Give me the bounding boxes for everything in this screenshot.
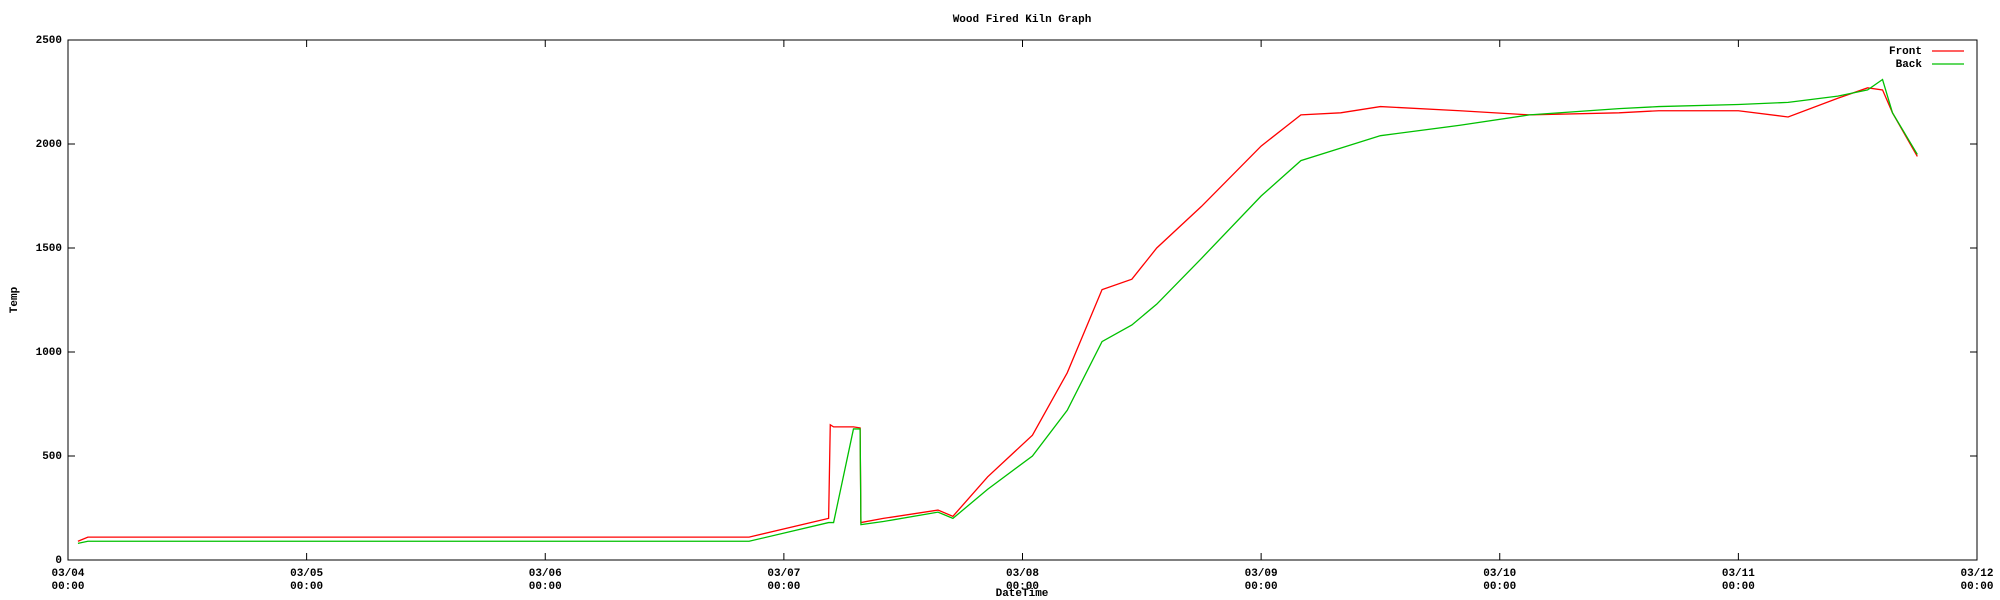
series-line xyxy=(77,78,1918,544)
legend-label: Front xyxy=(1889,46,1922,58)
x-tick-label: 03/07 00:00 xyxy=(767,568,800,593)
y-tick-label: 500 xyxy=(42,451,62,463)
y-tick-label: 2500 xyxy=(36,35,62,47)
y-tick-label: 0 xyxy=(55,555,62,567)
chart-title: Wood Fired Kiln Graph xyxy=(953,14,1092,26)
x-axis-label: DateTime xyxy=(996,588,1049,600)
x-tick-label: 03/08 00:00 xyxy=(1006,568,1039,593)
y-tick-label: 1500 xyxy=(36,243,62,255)
y-tick-label: 2000 xyxy=(36,139,62,151)
y-axis-label: Temp xyxy=(9,286,21,313)
x-tick-label: 03/09 00:00 xyxy=(1245,568,1278,593)
x-tick-label: 03/10 00:00 xyxy=(1483,568,1516,593)
legend-label: Back xyxy=(1896,59,1923,71)
x-tick-label: 03/06 00:00 xyxy=(529,568,562,593)
x-tick-label: 03/05 00:00 xyxy=(290,568,323,593)
series-line xyxy=(77,87,1918,542)
x-tick-label: 03/11 00:00 xyxy=(1722,568,1755,593)
y-tick-label: 1000 xyxy=(36,347,62,359)
x-tick-label: 03/04 00:00 xyxy=(51,568,84,593)
x-tick-label: 03/12 00:00 xyxy=(1960,568,1993,593)
